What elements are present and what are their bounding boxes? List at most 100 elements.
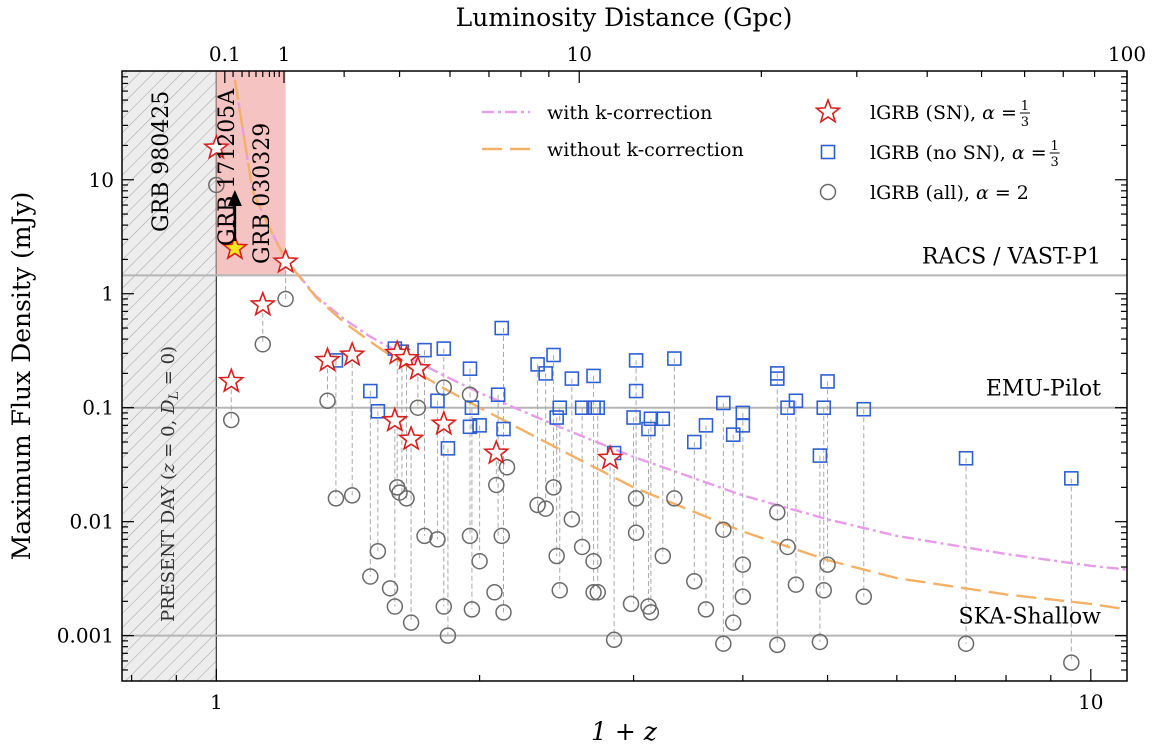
- x-tick-label: 1: [210, 690, 223, 714]
- square-marker: [464, 400, 480, 416]
- present-day-label-part: = 0,: [158, 414, 179, 463]
- circle-marker: [461, 527, 479, 545]
- circle-marker: [769, 636, 786, 654]
- present-day-label-part: = 0): [158, 346, 179, 391]
- circle-marker: [471, 552, 488, 570]
- square-marker: [788, 393, 804, 409]
- square-marker: [856, 401, 872, 417]
- connectors-layer: [230, 261, 1072, 663]
- circle-marker: [563, 511, 581, 528]
- square-marker: [655, 411, 671, 427]
- present-day-label-part: PRESENT DAY (: [158, 473, 179, 622]
- present-day-label: PRESENT DAY (z = 0, DL = 0): [158, 346, 182, 622]
- legend-label-part: = 2: [989, 182, 1029, 204]
- survey-label-1: EMU-Pilot: [986, 377, 1101, 402]
- star-marker: [338, 340, 366, 367]
- legend-label-part: lGRB (all),: [870, 182, 976, 204]
- grb-label-1: GRB 171205A: [215, 88, 240, 246]
- y-tick-label: 0.1: [82, 396, 114, 420]
- circle-marker: [435, 598, 453, 615]
- circle-marker: [439, 627, 457, 644]
- legend-line-label: without k-correction: [547, 139, 744, 161]
- present-day-label-part: L: [167, 391, 182, 401]
- square-marker: [698, 418, 714, 433]
- present-day-hatch: [122, 71, 217, 681]
- square-marker: [494, 320, 510, 336]
- grb-label-2: GRB 030329: [250, 123, 275, 264]
- square-marker: [820, 374, 835, 389]
- square-marker: [538, 366, 553, 381]
- star-marker: [272, 247, 300, 274]
- circle-marker: [1063, 654, 1080, 671]
- square-marker: [816, 400, 832, 416]
- annotations-layer: RACS / VAST-P1 EMU-Pilot SKA-Shallow GRB 98…: [149, 88, 1101, 630]
- curve-without-k-correction: [233, 79, 1127, 611]
- circle-marker: [398, 490, 415, 507]
- square-marker: [667, 351, 682, 366]
- top-tick-label: 10: [567, 42, 592, 66]
- circle-marker: [254, 336, 272, 353]
- legend-circle-swatch: [819, 183, 837, 201]
- square-marker: [1064, 471, 1079, 486]
- square-marker: [496, 421, 511, 437]
- square-marker: [440, 441, 456, 456]
- legend-label-part: =: [995, 102, 1017, 124]
- top-tick-label: 0.1: [209, 42, 241, 66]
- circle-marker: [223, 411, 240, 429]
- plot-frame: [121, 70, 1128, 682]
- square-marker: [686, 434, 702, 450]
- circle-marker: [327, 490, 345, 507]
- circle-marker: [573, 538, 591, 556]
- star-marker: [404, 354, 432, 381]
- legend-frac-num: 1: [1051, 139, 1059, 154]
- axes-layer: 1 10 0.001 0.01 0.1 1 10 0.1 1 10 100: [57, 42, 1146, 714]
- legend-marker-label: lGRB (no SN), α =: [870, 142, 1047, 164]
- circle-marker: [429, 531, 446, 548]
- top-axis-label: Luminosity Distance (Gpc): [456, 3, 793, 32]
- square-marker: [641, 421, 656, 437]
- circle-marker: [622, 595, 640, 613]
- circle-marker: [686, 573, 703, 590]
- circle-marker: [208, 176, 225, 194]
- survey-label-0: RACS / VAST-P1: [922, 244, 1101, 269]
- circle-marker: [654, 547, 672, 565]
- circle-marker: [319, 392, 336, 410]
- curves-layer: [233, 79, 1127, 611]
- square-marker: [958, 450, 974, 466]
- circle-marker: [605, 631, 623, 649]
- circle-marker: [819, 556, 836, 573]
- square-marker: [530, 357, 545, 372]
- circle-marker: [277, 290, 294, 308]
- circle-marker: [734, 556, 752, 573]
- y-axis-label: Maximum Flux Density (mJy): [7, 192, 36, 561]
- grb-label-0: GRB 980425: [149, 91, 174, 232]
- circle-marker: [362, 568, 379, 585]
- present-day-label-part: D: [158, 399, 179, 415]
- circle-marker: [666, 490, 683, 507]
- circle-marker: [386, 598, 404, 615]
- star-marker: [430, 409, 458, 436]
- legend-label-part: α: [1012, 142, 1025, 164]
- circle-marker: [488, 476, 505, 494]
- arrow-head: [227, 189, 242, 206]
- circle-marker: [416, 527, 433, 545]
- square-marker: [370, 403, 386, 419]
- square-marker: [626, 410, 641, 425]
- circle-marker: [811, 633, 829, 651]
- square-marker: [472, 418, 487, 433]
- legend-label-part: =: [1025, 142, 1047, 164]
- star-marker: [313, 346, 342, 372]
- square-marker: [564, 371, 580, 386]
- square-marker: [586, 368, 601, 384]
- background-layer: [122, 71, 286, 681]
- square-marker: [546, 347, 561, 363]
- x-tick-label: 10: [1078, 690, 1103, 714]
- circle-marker: [724, 614, 742, 631]
- star-marker: [217, 367, 245, 393]
- square-marker: [812, 448, 828, 463]
- circle-marker: [769, 503, 786, 521]
- square-marker: [490, 387, 506, 403]
- survey-lines-layer: [122, 274, 1127, 637]
- legend-label-part: lGRB (SN),: [870, 102, 982, 124]
- circle-marker: [537, 500, 554, 517]
